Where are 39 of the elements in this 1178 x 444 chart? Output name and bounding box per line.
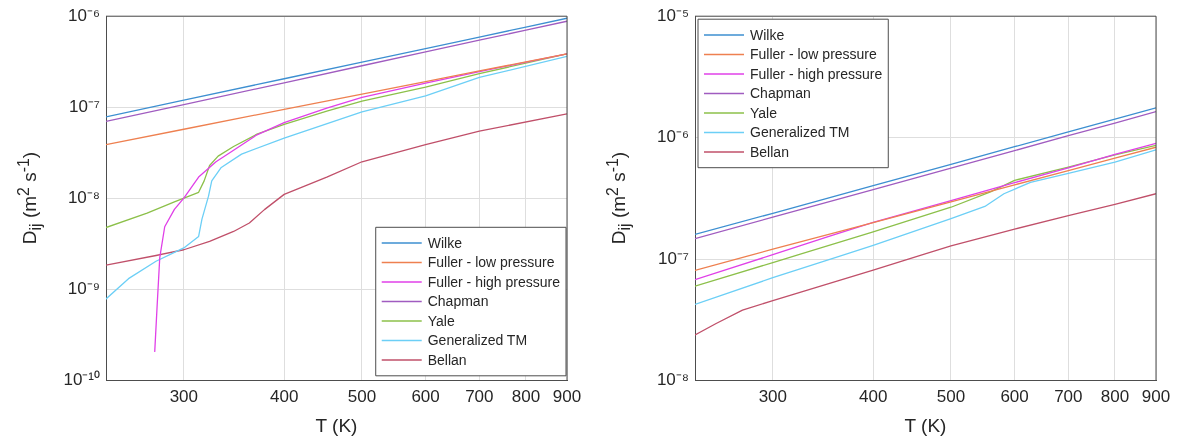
x-tick-label: 400	[269, 386, 299, 406]
x-tick-label: 800	[1100, 386, 1130, 406]
x-tick-label: 700	[465, 386, 494, 406]
y-tick-label: 10⁻⁸	[67, 188, 100, 208]
y-tick-label: 10⁻⁷	[68, 97, 100, 117]
legend-label: Yale	[427, 312, 455, 329]
x-tick-label: 300	[169, 386, 199, 406]
legend-label: Yale	[750, 104, 778, 121]
y-tick-label: 10⁻¹⁰	[63, 370, 100, 390]
x-tick-label: 800	[511, 386, 541, 406]
legend-label: Generalized TM	[427, 332, 528, 349]
legend-label: Bellan	[750, 143, 789, 160]
x-tick-label: 700	[1054, 386, 1083, 406]
x-tick-label: 500	[347, 386, 377, 406]
x-tick-label: 500	[936, 386, 966, 406]
legend-label: Fuller - high pressure	[750, 65, 883, 82]
y-tick-label: 10⁻⁶	[657, 127, 689, 147]
legend-label: Generalized TM	[750, 124, 850, 141]
legend-label: Wilke	[427, 234, 463, 251]
x-tick-label: 600	[411, 386, 440, 406]
x-tick-label: 900	[1141, 386, 1171, 406]
x-axis-title: T (K)	[315, 414, 358, 436]
y-tick-label: 10⁻⁹	[67, 279, 100, 299]
legend-label: Chapman	[427, 293, 489, 310]
legend-label: Bellan	[427, 351, 467, 368]
legend-label: Fuller - low pressure	[427, 254, 555, 271]
y-tick-label: 10⁻⁸	[656, 370, 689, 390]
legend-label: Fuller - low pressure	[750, 46, 878, 63]
x-axis-title: T (K)	[904, 414, 947, 436]
x-tick-label: 900	[552, 386, 582, 406]
y-tick-label: 10⁻⁶	[68, 5, 100, 25]
x-tick-label: 300	[758, 386, 788, 406]
y-tick-label: 10⁻⁵	[657, 5, 689, 25]
x-tick-label: 400	[858, 386, 888, 406]
legend-label: Fuller - high pressure	[427, 273, 561, 290]
legend-label: Wilke	[750, 26, 785, 43]
y-tick-label: 10⁻⁷	[657, 248, 689, 268]
x-tick-label: 600	[1000, 386, 1029, 406]
legend-label: Chapman	[750, 85, 811, 102]
